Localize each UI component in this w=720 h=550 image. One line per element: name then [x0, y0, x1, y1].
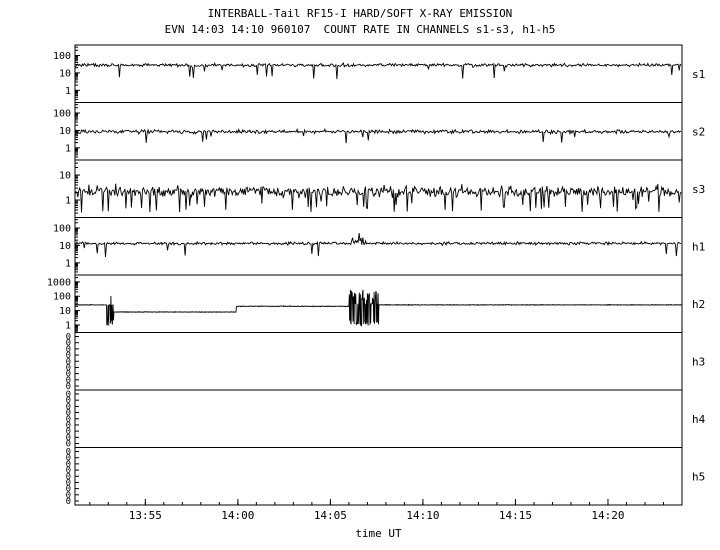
- x-axis-label: time UT: [355, 527, 402, 540]
- ytick-label-h1: 1: [65, 258, 71, 269]
- ytick-zero-label-h3: 0: [66, 351, 71, 361]
- ytick-label-s2: 1: [65, 143, 71, 154]
- ytick-label-s1: 1: [65, 86, 71, 97]
- ytick-label-s1: 100: [53, 51, 71, 62]
- panel-h4-frame: [74, 389, 683, 448]
- ytick-zero-label-h5: 0: [66, 497, 71, 507]
- chart-subtitle: EVN 14:03 14:10 960107 COUNT RATE IN CHA…: [164, 23, 556, 36]
- panel-h2-series: [74, 289, 682, 328]
- channel-label-h4: h4: [692, 413, 706, 426]
- xtick-label: 14:05: [314, 509, 347, 522]
- ytick-zero-label-h4: 0: [66, 402, 71, 412]
- ytick-zero-label-h3: 0: [66, 357, 71, 367]
- ytick-zero-label-h4: 0: [66, 396, 71, 406]
- ytick-zero-label-h4: 0: [66, 390, 71, 400]
- panel-s2-series: [74, 127, 682, 144]
- ytick-label-h2: 100: [53, 292, 71, 303]
- ytick-zero-label-h3: 0: [66, 333, 71, 343]
- channel-label-h3: h3: [692, 355, 705, 368]
- ytick-zero-label-h4: 0: [66, 427, 71, 437]
- channel-label-s2: s2: [692, 125, 705, 138]
- ytick-zero-label-h4: 0: [66, 421, 71, 431]
- xtick-label: 14:15: [499, 509, 532, 522]
- xtick-label: 14:00: [221, 509, 254, 522]
- ytick-zero-label-h4: 0: [66, 409, 71, 419]
- ytick-zero-label-h3: 0: [66, 370, 71, 380]
- channel-label-h2: h2: [692, 298, 705, 311]
- ytick-zero-label-h3: 0: [66, 382, 71, 392]
- ytick-zero-label-h5: 0: [66, 460, 71, 470]
- ytick-label-s2: 10: [59, 126, 71, 137]
- ytick-zero-label-h4: 0: [66, 433, 71, 443]
- ytick-zero-label-h5: 0: [66, 466, 71, 476]
- xtick-label: 14:10: [406, 509, 439, 522]
- chart-title: INTERBALL-Tail RF15-I HARD/SOFT X-RAY EM…: [207, 7, 513, 20]
- ytick-label-h2: 1000: [47, 277, 71, 288]
- ytick-label-s3: 10: [59, 171, 71, 182]
- ytick-label-h2: 1: [65, 320, 71, 331]
- ytick-label-s2: 100: [53, 108, 71, 119]
- ytick-zero-label-h4: 0: [66, 440, 71, 450]
- panel-h3-frame: [74, 332, 683, 391]
- ytick-label-s3: 1: [65, 196, 71, 207]
- ytick-zero-label-h3: 0: [66, 339, 71, 349]
- ytick-zero-label-h5: 0: [66, 472, 71, 482]
- ytick-label-h2: 10: [59, 306, 71, 317]
- ytick-zero-label-h5: 0: [66, 454, 71, 464]
- panel-h1-frame: [74, 217, 683, 276]
- ytick-label-h1: 10: [59, 241, 71, 252]
- ytick-zero-label-h5: 0: [66, 478, 71, 488]
- panel-s3-series: [74, 183, 682, 213]
- ytick-zero-label-h5: 0: [66, 485, 71, 495]
- ytick-label-h1: 100: [53, 223, 71, 234]
- ytick-zero-label-h5: 0: [66, 491, 71, 501]
- channel-label-h5: h5: [692, 470, 705, 483]
- channel-label-h1: h1: [692, 240, 705, 253]
- panel-s1-frame: [74, 44, 683, 103]
- ytick-zero-label-h5: 0: [66, 448, 71, 458]
- panel-h5-frame: [74, 447, 683, 506]
- panel-h1-series: [74, 233, 682, 258]
- channel-label-s3: s3: [692, 183, 705, 196]
- xtick-label: 14:20: [591, 509, 624, 522]
- xtick-label: 13:55: [129, 509, 162, 522]
- ytick-zero-label-h4: 0: [66, 415, 71, 425]
- panel-s1-series: [74, 61, 682, 80]
- channel-label-s1: s1: [692, 68, 705, 81]
- ytick-label-s1: 10: [59, 68, 71, 79]
- ytick-zero-label-h3: 0: [66, 345, 71, 355]
- ytick-zero-label-h3: 0: [66, 376, 71, 386]
- ytick-zero-label-h3: 0: [66, 363, 71, 373]
